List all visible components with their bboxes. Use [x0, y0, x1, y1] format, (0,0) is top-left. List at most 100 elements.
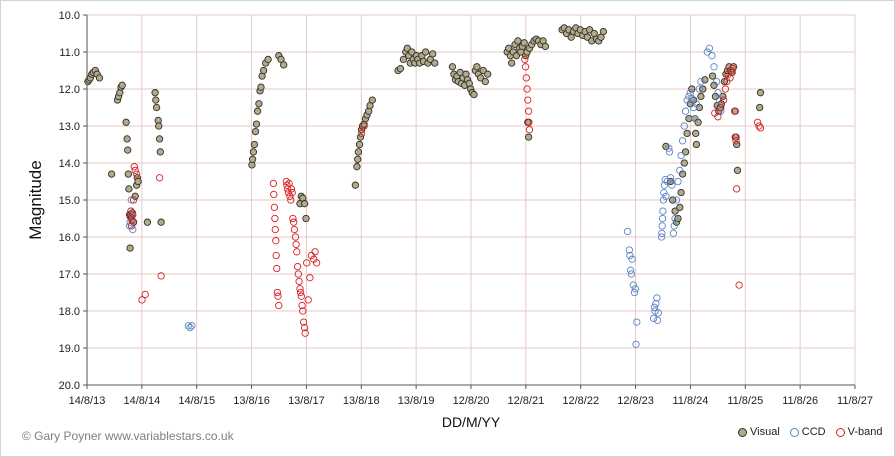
data-point-v-band	[299, 318, 308, 326]
data-point-visual	[720, 77, 729, 86]
data-point-ccd	[670, 222, 678, 230]
data-point-ccd	[630, 288, 639, 297]
data-point-v-band	[726, 74, 734, 82]
x-tick-label: 11/8/27	[837, 395, 873, 407]
data-point-v-band	[296, 288, 305, 297]
data-point-visual	[152, 96, 160, 104]
data-point-ccd	[653, 316, 662, 324]
data-point-ccd	[658, 222, 666, 230]
x-tick-labels: 14/8/13 14/8/14 14/8/15 13/8/16 13/8/17 13/8/…	[69, 395, 873, 407]
data-point-v-band	[273, 288, 282, 297]
data-point-ccd	[678, 137, 687, 145]
data-point-visual	[677, 188, 685, 197]
x-tick-label: 12/8/21	[508, 395, 545, 407]
data-point-ccd	[692, 100, 701, 108]
data-point-visual	[541, 42, 550, 51]
data-point-ccd	[654, 309, 662, 317]
data-point-ccd	[677, 151, 685, 160]
data-point-v-band	[307, 251, 316, 260]
data-point-visual	[473, 63, 481, 71]
y-tick-label: 18.0	[59, 306, 80, 318]
data-point-v-band	[714, 113, 722, 121]
data-point-v-band	[732, 137, 740, 145]
data-point-visual	[125, 185, 133, 193]
data-point-visual	[399, 55, 408, 64]
x-tick-label: 14/8/15	[178, 395, 215, 407]
data-point-visual	[259, 66, 268, 75]
data-point-v-band	[295, 277, 303, 286]
data-point-ccd	[686, 89, 694, 97]
data-point-visual	[302, 214, 310, 223]
data-point-visual	[351, 181, 360, 189]
data-point-v-band	[521, 55, 529, 64]
data-point-v-band	[138, 296, 146, 304]
legend-item-vband: V-band	[835, 426, 882, 438]
y-tick-label: 17.0	[59, 269, 80, 281]
data-point-ccd	[633, 318, 641, 326]
data-point-visual	[124, 146, 132, 154]
data-point-ccd	[697, 77, 705, 86]
x-tick-label: 14/8/14	[124, 395, 161, 407]
data-point-v-band	[719, 96, 728, 104]
data-point-v-band	[131, 166, 139, 175]
data-point-v-band	[525, 118, 533, 126]
data-point-v-band	[301, 329, 309, 337]
data-point-v-band	[129, 211, 137, 219]
data-point-ccd	[632, 340, 640, 348]
data-point-ccd	[129, 225, 137, 234]
legend-marker-vband	[835, 427, 845, 437]
x-tick-label: 12/8/23	[617, 395, 654, 407]
data-point-visual	[118, 81, 126, 89]
legend-marker-visual	[738, 427, 747, 437]
data-point-v-band	[141, 290, 149, 299]
data-point-ccd	[628, 255, 636, 263]
data-point-visual	[124, 170, 132, 178]
data-point-v-band	[275, 301, 283, 310]
data-point-ccd	[626, 251, 634, 260]
data-point-visual	[123, 135, 131, 143]
data-point-v-band	[289, 214, 297, 223]
data-point-v-band	[717, 103, 725, 112]
data-point-visual	[671, 207, 679, 215]
data-point-visual	[107, 170, 116, 178]
data-point-ccd	[708, 52, 716, 60]
data-point-v-band	[300, 323, 309, 332]
data-point-v-band	[272, 251, 280, 260]
data-point-v-band	[128, 216, 136, 225]
data-point-ccd	[714, 89, 722, 97]
data-point-visual	[688, 85, 696, 93]
data-point-v-band	[303, 259, 311, 267]
data-point-v-band	[523, 85, 531, 93]
y-tick-labels: 10.0 11.0 12.0 13.0 14.0 15.0 16.0 17.0 18.0 19.0…	[59, 10, 80, 392]
data-point-ccd	[683, 96, 691, 104]
data-point-visual	[131, 192, 139, 200]
data-point-visual	[134, 177, 142, 186]
data-point-visual	[733, 166, 742, 175]
data-point-v-band	[272, 237, 280, 245]
y-tick-label: 20.0	[59, 380, 80, 392]
data-point-v-band	[129, 196, 138, 204]
data-point-visual	[355, 140, 364, 149]
data-point-visual	[248, 155, 257, 163]
data-point-v-band	[157, 272, 165, 280]
data-point-visual	[257, 83, 265, 91]
data-point-visual	[470, 90, 478, 99]
data-point-visual	[484, 70, 492, 78]
data-point-ccd	[669, 229, 678, 237]
data-point-ccd	[629, 281, 637, 289]
y-tick-label: 10.0	[59, 10, 80, 22]
data-point-v-band	[304, 296, 312, 304]
data-point-v-band	[288, 188, 296, 197]
legend-item-ccd: CCD	[789, 426, 826, 438]
data-point-v-band	[721, 85, 730, 93]
data-point-visual	[143, 218, 152, 226]
legend-label-ccd: CCD	[801, 426, 826, 438]
data-point-ccd	[184, 322, 193, 330]
axes	[83, 14, 856, 389]
data-point-v-band	[525, 126, 534, 134]
y-tick-label: 15.0	[59, 195, 80, 207]
data-point-ccd	[623, 227, 632, 236]
data-point-visual	[429, 50, 437, 58]
data-point-ccd	[661, 175, 669, 184]
data-point-ccd	[652, 299, 660, 308]
